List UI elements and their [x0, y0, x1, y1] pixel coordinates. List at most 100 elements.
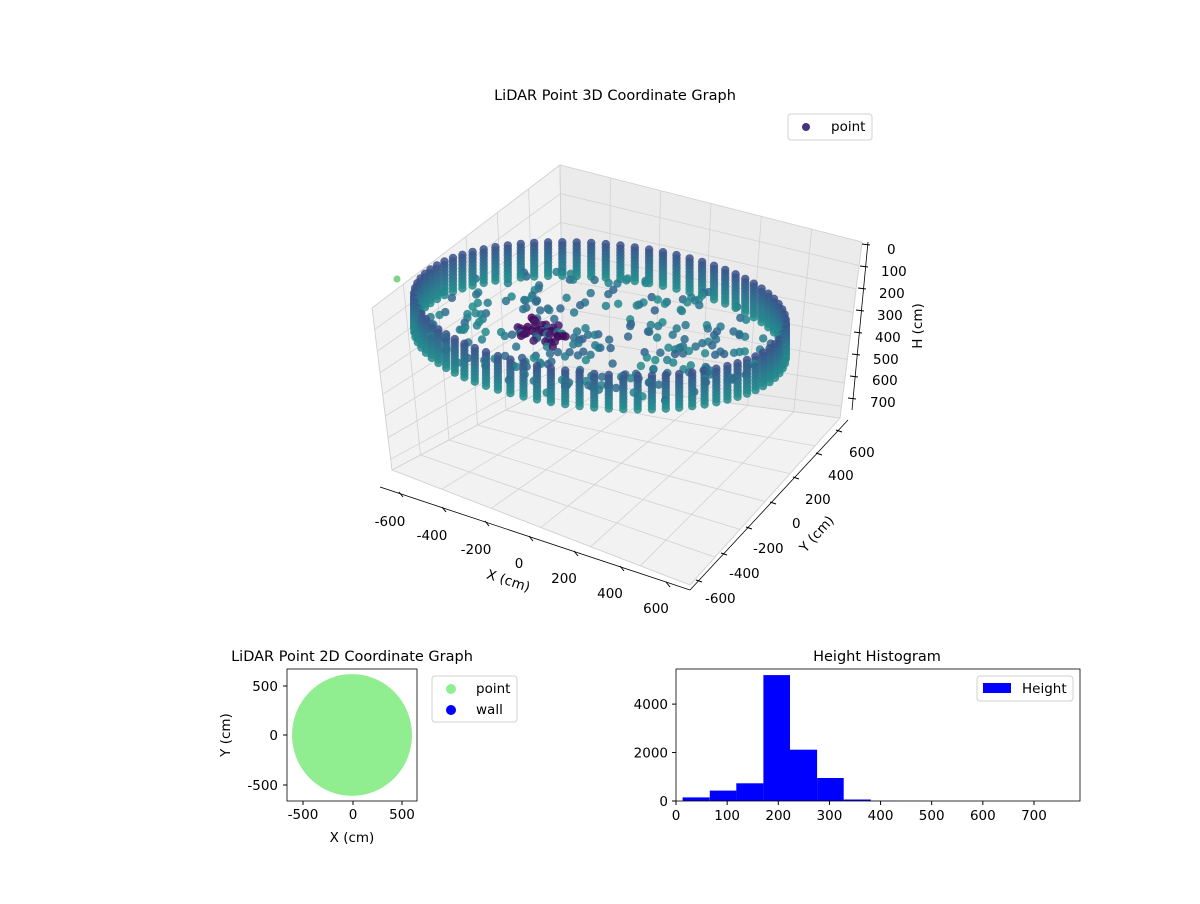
3d-point: [750, 313, 758, 321]
3d-point: [651, 356, 659, 364]
3d-point: [648, 405, 656, 413]
3d-point: [591, 331, 599, 339]
3d-point: [679, 349, 687, 357]
histogram-y-tick-label: 4000: [634, 697, 668, 713]
2d-y-tick-label: 500: [252, 679, 278, 695]
3d-outlier-point: [394, 276, 401, 283]
3d-legend: point: [788, 114, 872, 140]
3d-point: [662, 405, 670, 413]
3d-point: [554, 348, 562, 356]
3d-x-tick-label: -400: [417, 528, 448, 544]
3d-x-tick-mark: [485, 521, 489, 526]
3d-point: [460, 326, 468, 334]
3d-point: [633, 301, 641, 309]
3d-y-tick-label: 0: [792, 516, 801, 532]
3d-z-tick-mark: [860, 266, 868, 267]
3d-point: [669, 358, 677, 366]
2d-x-axis-label: X (cm): [330, 830, 375, 846]
3d-point: [637, 362, 645, 370]
3d-point: [472, 290, 480, 298]
3d-point: [681, 321, 689, 329]
3d-point: [700, 400, 708, 408]
3d-y-tick-label: 600: [849, 445, 875, 461]
3d-point: [710, 295, 718, 303]
3d-point: [759, 382, 767, 390]
3d-point: [671, 350, 679, 358]
histogram-bar: [710, 791, 737, 801]
histogram-x-tick-label: 300: [817, 808, 843, 824]
3d-point: [458, 284, 466, 292]
3d-point: [442, 364, 450, 372]
3d-x-tick-label: -600: [375, 514, 406, 530]
3d-point: [519, 305, 527, 313]
3d-z-tick-label: 700: [870, 395, 896, 411]
3d-point: [468, 281, 476, 289]
2d-x-ticks: -500 0 500: [288, 801, 415, 823]
histogram-x-tick-label: 0: [672, 808, 681, 824]
histogram-x-tick-label: 100: [714, 808, 740, 824]
3d-point: [590, 403, 598, 411]
histogram-x-tick-label: 700: [1021, 808, 1047, 824]
3d-point: [759, 334, 767, 342]
3d-point: [605, 404, 613, 412]
3d-point: [529, 337, 537, 345]
histogram-legend-swatch: [983, 683, 1011, 693]
3d-point: [624, 332, 632, 340]
chart-3d: LiDAR Point 3D Coordinate Graph -600 -40…: [372, 88, 926, 617]
3d-legend-label: point: [831, 119, 865, 135]
3d-point: [596, 344, 604, 352]
3d-legend-marker: [802, 123, 810, 131]
histogram-x-tick-label: 400: [868, 808, 894, 824]
3d-z-tick-label: 100: [881, 264, 907, 280]
3d-point: [688, 402, 696, 410]
3d-point: [545, 306, 553, 314]
3d-point: [546, 349, 554, 357]
3d-z-tick-label: 400: [875, 330, 901, 346]
2d-point-disk: [292, 674, 412, 796]
2d-y-tick-label: -500: [247, 778, 278, 794]
histogram-legend-label: Height: [1022, 681, 1067, 697]
chart-2d: LiDAR Point 2D Coordinate Graph -500 0 5…: [218, 649, 517, 846]
3d-x-tick-label: 200: [551, 571, 577, 587]
3d-z-tick-mark: [848, 398, 856, 399]
3d-point: [521, 296, 529, 304]
3d-point: [587, 289, 595, 297]
3d-point: [478, 335, 486, 343]
3d-point: [435, 311, 443, 319]
3d-x-tick-label: -200: [461, 542, 492, 558]
3d-z-axis-label: H (cm): [910, 303, 926, 349]
2d-x-tick-label: -500: [288, 807, 319, 823]
3d-point: [651, 306, 659, 314]
3d-point: [605, 336, 613, 344]
3d-point: [558, 272, 566, 280]
3d-y-axis-label: Y (cm): [796, 513, 838, 557]
3d-z-tick-mark: [856, 310, 864, 311]
3d-point: [582, 356, 590, 364]
3d-y-tick-label: -200: [753, 541, 784, 557]
2d-legend-marker-point: [446, 684, 456, 694]
3d-z-tick-mark: [862, 244, 870, 245]
3d-point: [614, 300, 622, 308]
3d-point: [570, 308, 578, 316]
2d-x-tick-label: 500: [389, 807, 415, 823]
3d-point: [741, 333, 749, 341]
3d-x-tick-mark: [442, 507, 446, 512]
3d-point: [544, 272, 552, 280]
2d-y-tick-label: 0: [269, 728, 278, 744]
3d-point: [720, 350, 728, 358]
3d-z-tick-mark: [852, 354, 860, 355]
3d-y-tick-label: 400: [828, 468, 854, 484]
3d-point: [608, 359, 616, 367]
3d-point: [656, 349, 664, 357]
3d-point: [675, 404, 683, 412]
3d-point: [619, 405, 627, 413]
3d-point: [532, 298, 540, 306]
3d-point: [501, 332, 509, 340]
3d-point: [508, 331, 516, 339]
histogram-title: Height Histogram: [813, 649, 941, 665]
3d-point: [723, 396, 731, 404]
